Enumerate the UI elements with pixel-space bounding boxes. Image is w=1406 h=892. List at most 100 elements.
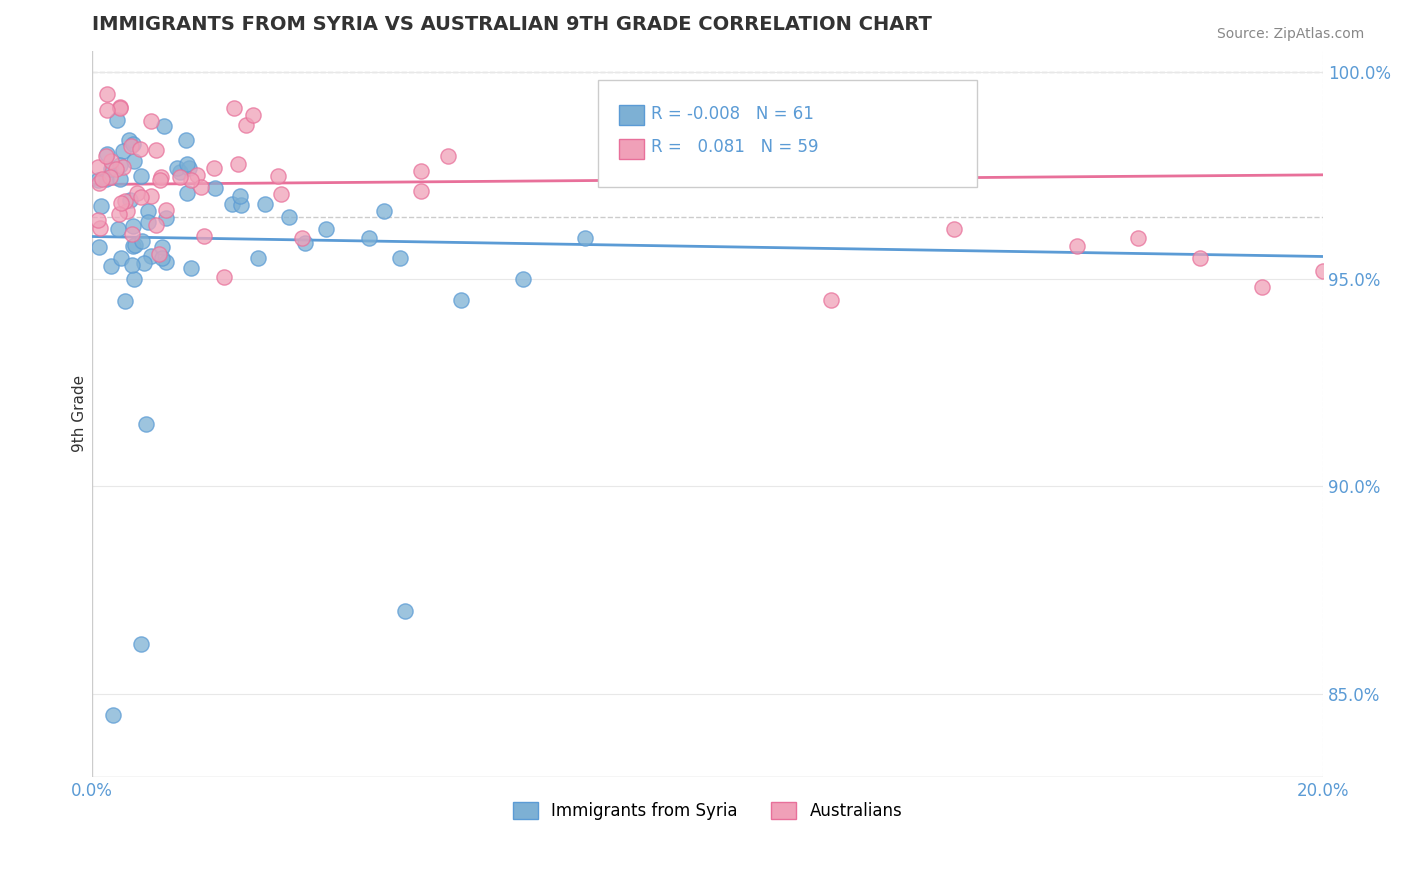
Australians bbox=[186, 168, 208, 182]
Immigrants from Syria bbox=[136, 215, 159, 229]
Australians bbox=[108, 100, 131, 114]
Australians bbox=[129, 190, 152, 204]
Immigrants from Syria bbox=[574, 230, 596, 244]
Immigrants from Syria bbox=[136, 203, 159, 218]
Immigrants from Syria bbox=[388, 252, 411, 266]
Australians bbox=[145, 218, 167, 232]
Immigrants from Syria bbox=[100, 260, 122, 274]
Immigrants from Syria bbox=[108, 172, 131, 186]
Australians bbox=[202, 161, 225, 176]
Immigrants from Syria bbox=[450, 293, 472, 307]
Australians bbox=[108, 207, 131, 221]
Text: R = -0.008   N = 61: R = -0.008 N = 61 bbox=[651, 105, 814, 123]
Australians bbox=[129, 142, 152, 156]
Immigrants from Syria bbox=[204, 180, 226, 194]
Australians bbox=[169, 169, 191, 184]
Immigrants from Syria bbox=[253, 197, 276, 211]
Immigrants from Syria bbox=[122, 219, 145, 233]
Australians bbox=[96, 103, 118, 118]
Immigrants from Syria bbox=[169, 165, 191, 179]
Immigrants from Syria bbox=[124, 237, 146, 252]
Immigrants from Syria bbox=[110, 158, 132, 172]
Immigrants from Syria bbox=[166, 161, 188, 176]
Immigrants from Syria bbox=[246, 251, 269, 265]
Australians bbox=[87, 213, 110, 227]
Australians bbox=[110, 101, 132, 115]
Immigrants from Syria bbox=[90, 199, 112, 213]
Australians bbox=[193, 228, 215, 243]
Immigrants from Syria bbox=[118, 133, 141, 147]
Australians bbox=[235, 118, 257, 132]
Immigrants from Syria bbox=[118, 193, 141, 207]
Immigrants from Syria bbox=[121, 258, 143, 272]
Australians bbox=[1066, 239, 1088, 253]
Australians bbox=[148, 247, 170, 261]
Australians bbox=[155, 202, 177, 217]
Immigrants from Syria bbox=[155, 211, 177, 225]
Immigrants from Syria bbox=[96, 146, 118, 161]
Australians bbox=[145, 144, 167, 158]
Australians bbox=[267, 169, 290, 184]
Immigrants from Syria bbox=[155, 255, 177, 269]
Australians bbox=[190, 180, 212, 194]
Immigrants from Syria bbox=[103, 707, 125, 722]
Australians bbox=[141, 113, 163, 128]
Immigrants from Syria bbox=[150, 252, 173, 266]
Immigrants from Syria bbox=[110, 251, 132, 265]
Australians bbox=[437, 149, 460, 163]
Immigrants from Syria bbox=[177, 161, 200, 176]
Immigrants from Syria bbox=[112, 144, 135, 158]
Immigrants from Syria bbox=[294, 235, 316, 250]
Immigrants from Syria bbox=[129, 637, 152, 651]
Text: R =   0.081   N = 59: R = 0.081 N = 59 bbox=[651, 138, 818, 156]
Immigrants from Syria bbox=[96, 172, 118, 186]
Immigrants from Syria bbox=[315, 222, 337, 236]
Immigrants from Syria bbox=[229, 198, 252, 212]
Immigrants from Syria bbox=[122, 153, 145, 168]
Australians bbox=[148, 172, 170, 186]
Australians bbox=[1189, 252, 1212, 266]
Australians bbox=[139, 188, 162, 202]
Australians bbox=[90, 172, 112, 186]
Australians bbox=[125, 186, 148, 201]
Immigrants from Syria bbox=[121, 238, 143, 252]
Immigrants from Syria bbox=[373, 204, 395, 219]
Australians bbox=[291, 231, 314, 245]
Australians bbox=[1128, 230, 1150, 244]
Immigrants from Syria bbox=[122, 136, 145, 151]
Immigrants from Syria bbox=[153, 119, 176, 133]
Immigrants from Syria bbox=[129, 169, 152, 183]
Immigrants from Syria bbox=[87, 172, 110, 186]
Immigrants from Syria bbox=[394, 604, 416, 618]
Immigrants from Syria bbox=[176, 186, 198, 201]
Y-axis label: 9th Grade: 9th Grade bbox=[72, 376, 87, 452]
Immigrants from Syria bbox=[278, 210, 301, 224]
Australians bbox=[87, 160, 110, 174]
Australians bbox=[212, 270, 235, 285]
Australians bbox=[87, 176, 110, 190]
Australians bbox=[100, 153, 122, 168]
Text: Source: ZipAtlas.com: Source: ZipAtlas.com bbox=[1216, 27, 1364, 41]
Immigrants from Syria bbox=[359, 230, 381, 244]
Australians bbox=[111, 161, 134, 175]
Australians bbox=[180, 173, 202, 187]
Text: IMMIGRANTS FROM SYRIA VS AUSTRALIAN 9TH GRADE CORRELATION CHART: IMMIGRANTS FROM SYRIA VS AUSTRALIAN 9TH … bbox=[93, 15, 932, 34]
Immigrants from Syria bbox=[107, 222, 129, 236]
Australians bbox=[121, 227, 143, 242]
Australians bbox=[96, 87, 118, 101]
Australians bbox=[409, 184, 432, 198]
Australians bbox=[96, 149, 118, 163]
Australians bbox=[228, 156, 250, 170]
Australians bbox=[411, 164, 433, 178]
Immigrants from Syria bbox=[221, 197, 243, 211]
Immigrants from Syria bbox=[100, 162, 122, 177]
Immigrants from Syria bbox=[150, 240, 173, 254]
Immigrants from Syria bbox=[105, 112, 128, 127]
Australians bbox=[270, 187, 292, 202]
Australians bbox=[105, 162, 128, 177]
Immigrants from Syria bbox=[122, 272, 145, 286]
Immigrants from Syria bbox=[141, 249, 163, 263]
Australians bbox=[110, 196, 132, 211]
Australians bbox=[120, 138, 142, 153]
Australians bbox=[1312, 263, 1334, 277]
